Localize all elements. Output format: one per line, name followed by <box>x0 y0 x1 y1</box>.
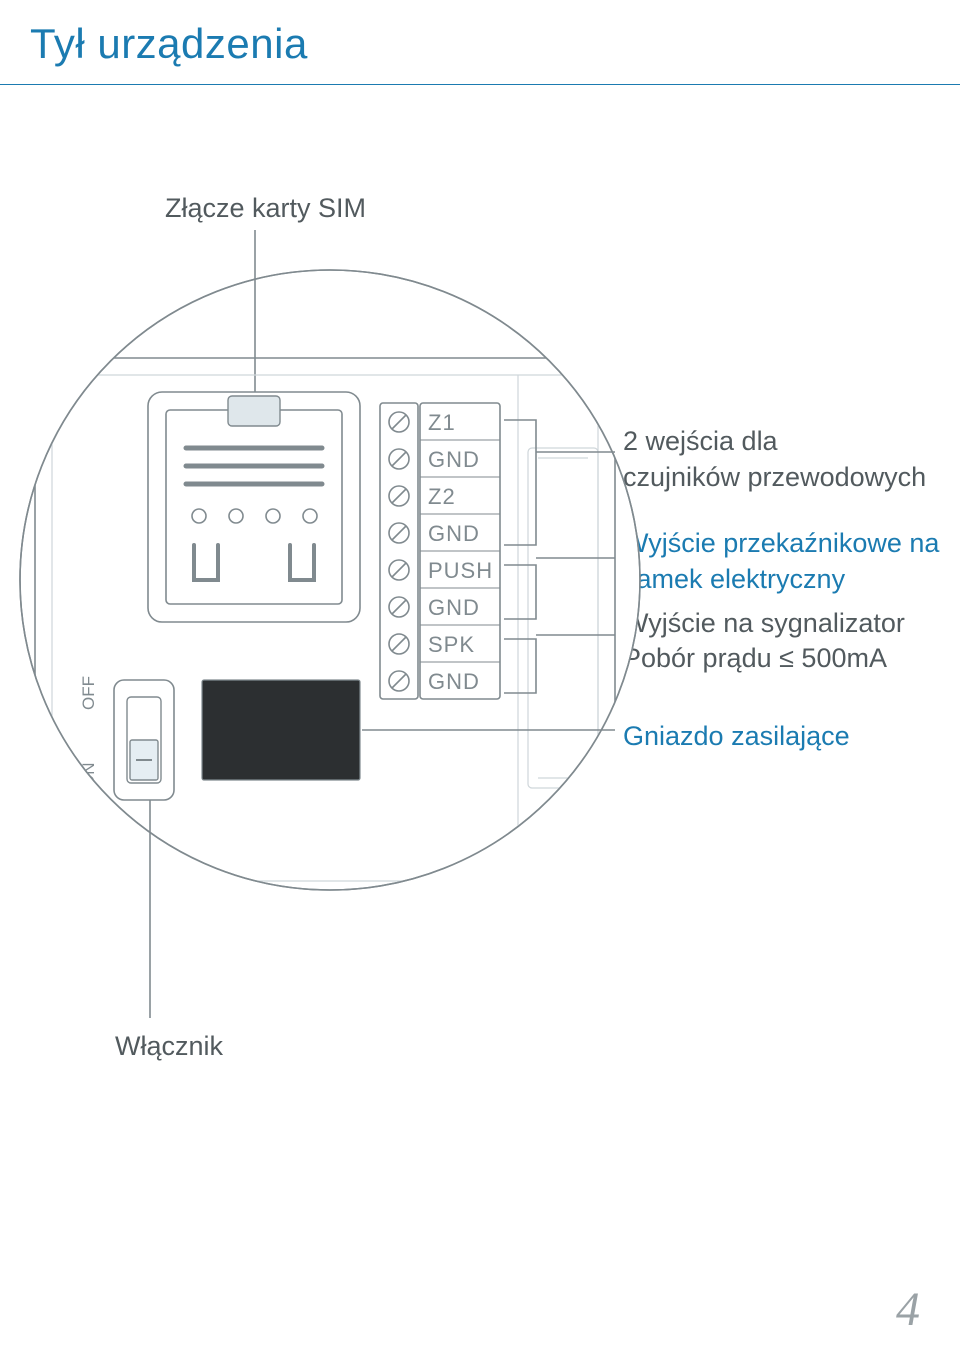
terminal-label: SPK <box>428 632 475 657</box>
terminal-label: PUSH <box>428 558 493 583</box>
switch-off-text: OFF <box>79 676 98 710</box>
terminal-label: GND <box>428 521 480 546</box>
onoff-switch <box>114 680 174 800</box>
terminal-label: Z1 <box>428 410 456 435</box>
terminal-label: Z2 <box>428 484 456 509</box>
terminal-label: GND <box>428 669 480 694</box>
power-jack <box>202 680 360 780</box>
terminal-label: GND <box>428 595 480 620</box>
terminal-label: GND <box>428 447 480 472</box>
device-diagram: OFF ON Z1 GND <box>0 0 960 1362</box>
sim-connector <box>148 392 360 622</box>
